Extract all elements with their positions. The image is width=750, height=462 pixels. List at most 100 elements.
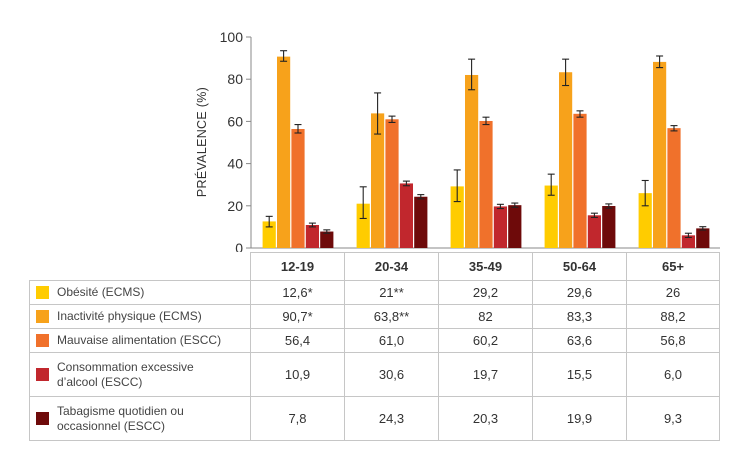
y-tick-label: 100 [220,29,244,45]
series-label: Obésité (ECMS) [57,285,145,299]
category-header: 12-19 [250,252,345,281]
error-bar [417,194,425,200]
bar [667,128,681,248]
table-cell: 7,8 [250,396,345,441]
error-bar [511,202,519,208]
bar [493,206,507,248]
bar-chart: PRÉVALENCE (%) 0 20 40 60 80 100 [194,29,720,252]
series-label: Mauvaise alimentation (ESCC) [57,333,222,347]
series-label-line: Tabagisme quotidien ou [57,403,184,418]
bar [479,120,493,248]
bar [356,203,370,248]
table-cell: 56,4 [250,328,345,353]
table-corner [29,252,251,281]
error-bar [294,124,302,134]
table-cell: 60,2 [438,328,533,353]
series-label-line: Consommation excessive [57,359,194,374]
category-header: 35-49 [438,252,533,281]
table-cell: 6,0 [626,352,720,397]
error-bar [468,58,476,91]
error-bar [359,186,367,220]
bar [508,205,522,248]
bar [277,56,291,248]
table-cell: 24,3 [344,396,439,441]
table-cell: 19,9 [532,396,627,441]
error-bar [670,125,678,132]
bar [559,72,573,248]
table-cell: 15,5 [532,352,627,397]
category-header: 65+ [626,252,720,281]
y-tick-label: 20 [227,198,243,214]
category-header: 20-34 [344,252,439,281]
error-bar [576,110,584,118]
y-tick-label: 0 [235,240,243,252]
error-bar [402,180,410,187]
bar [465,74,479,248]
bar [544,185,558,248]
category-header: 50-64 [532,252,627,281]
error-bar [684,232,692,238]
bar [385,119,399,248]
legend-swatch [36,286,49,299]
table-cell: 12,6* [250,280,345,305]
y-tick-label: 60 [227,113,243,129]
legend-cell: Mauvaise alimentation (ESCC) [29,328,251,353]
series-label-line: occasionnel (ESCC) [57,418,166,433]
table-cell: 63,8** [344,304,439,329]
error-bar [605,203,613,209]
error-bar [308,222,316,228]
error-bar [590,212,598,218]
legend-cell: Tabagisme quotidien ou occasionnel (ESCC) [29,396,251,441]
error-bar [323,229,331,234]
table-row: Consommation excessive d’alcool (ESCC) 10… [29,352,720,397]
legend-cell: Consommation excessive d’alcool (ESCC) [29,352,251,397]
table-cell: 88,2 [626,304,720,329]
bar [638,193,652,248]
bar [262,221,276,248]
table-cell: 26 [626,280,720,305]
bar [653,61,667,249]
bar [399,183,413,248]
table-cell: 63,6 [532,328,627,353]
bar [696,228,710,248]
series-label-line: d’alcool (ESCC) [57,374,143,389]
table-cell: 82 [438,304,533,329]
bar [371,113,385,248]
error-bar [562,58,570,87]
bar [681,235,695,248]
error-bar [388,115,396,124]
table-cell: 56,8 [626,328,720,353]
legend-swatch [36,412,49,425]
legend-swatch [36,310,49,323]
table-cell: 29,2 [438,280,533,305]
legend-cell: Inactivité physique (ECMS) [29,304,251,329]
error-bars [265,50,707,238]
error-bar [656,55,664,69]
table-cell: 29,6 [532,280,627,305]
bars [262,56,710,249]
table-row: Tabagisme quotidien ou occasionnel (ESCC)… [29,396,720,441]
error-bar [374,92,382,135]
bar [320,231,334,248]
y-tick-label: 40 [227,156,243,172]
data-table: 12-19 20-34 35-49 50-64 65+ Obésité (ECM… [29,252,720,441]
table-row: Mauvaise alimentation (ESCC) 56,4 61,0 6… [29,328,720,353]
error-bar [496,203,504,210]
bar [414,196,428,248]
table-cell: 19,7 [438,352,533,397]
y-ticks: 0 20 40 60 80 100 [220,29,251,252]
error-bar [453,169,461,203]
bar [291,128,305,248]
bar [587,215,601,248]
error-bar [641,179,649,207]
legend-swatch [36,368,49,381]
error-bar [265,215,273,228]
error-bar [280,50,288,62]
error-bar [547,173,555,196]
table-cell: 21** [344,280,439,305]
table-row: Obésité (ECMS) 12,6* 21** 29,2 29,6 26 [29,280,720,305]
table-cell: 90,7* [250,304,345,329]
bar [602,206,616,248]
bar [573,113,587,248]
table-cell: 30,6 [344,352,439,397]
